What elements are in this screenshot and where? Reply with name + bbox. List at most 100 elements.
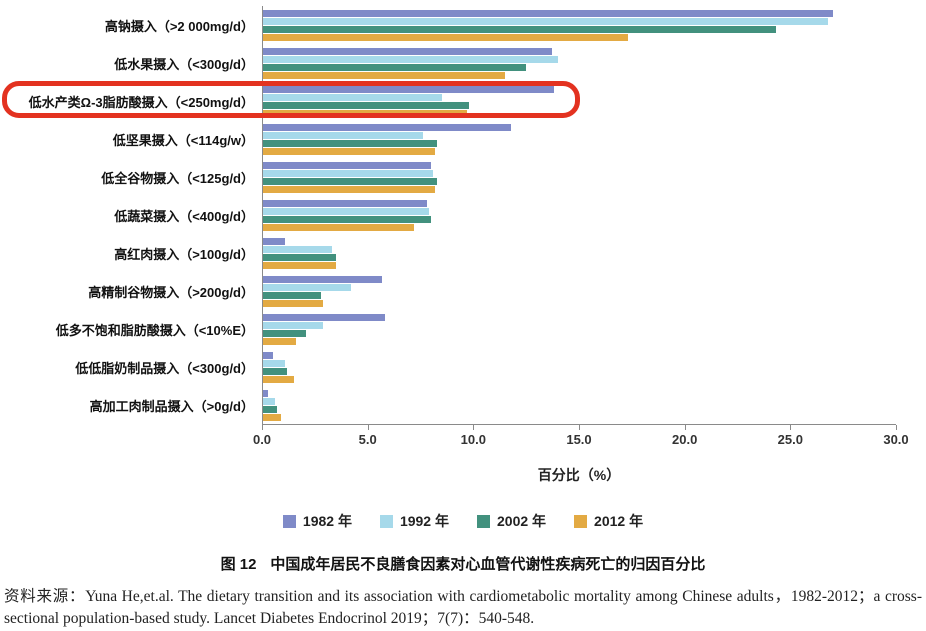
bar-1992年 xyxy=(262,207,429,215)
bar-2012年 xyxy=(262,413,282,421)
x-axis-label: 百分比（%） xyxy=(537,467,621,483)
legend-label: 1982 年 xyxy=(302,513,352,529)
chart-row: 低多不饱和脂肪酸摄入（<10%E） xyxy=(0,310,926,348)
x-tick-label: 5.0 xyxy=(358,432,377,447)
category-label: 低水果摄入（<300g/d） xyxy=(114,56,254,72)
bar-group xyxy=(262,348,896,386)
bar-2002年 xyxy=(262,177,438,185)
chart-row: 低水果摄入（<300g/d） xyxy=(0,44,926,82)
bar-group xyxy=(262,234,896,272)
x-tick-mark xyxy=(579,425,580,430)
caption-prefix: 图 12 xyxy=(220,556,257,573)
chart-row: 低蔬菜摄入（<400g/d） xyxy=(0,196,926,234)
legend-item: 2012 年 xyxy=(574,511,643,531)
bar-1982年 xyxy=(262,161,432,169)
bar-1982年 xyxy=(262,199,427,207)
bar-2002年 xyxy=(262,215,432,223)
bar-group xyxy=(262,6,896,44)
bar-1992年 xyxy=(262,359,286,367)
chart-row: 高红肉摄入（>100g/d） xyxy=(0,234,926,272)
x-tick-mark xyxy=(790,425,792,430)
legend-label: 1992 年 xyxy=(399,513,449,529)
bar-chart: 高钠摄入（>2 000mg/d） 低水果摄入（<300g/d） 低水产类Ω-3脂肪酸… xyxy=(0,6,926,483)
bar-2002年 xyxy=(262,25,776,33)
legend-item: 1992 年 xyxy=(379,511,449,531)
legend-item: 1982 年 xyxy=(282,511,352,531)
legend: 1982 年 1992 年 2002 年 2012 年 xyxy=(0,511,926,531)
category-label: 高精制谷物摄入（>200g/d） xyxy=(88,284,254,300)
bar-1992年 xyxy=(262,93,442,101)
x-tick-label: 25.0 xyxy=(777,432,803,447)
bar-2002年 xyxy=(262,63,527,71)
x-tick-label: 30.0 xyxy=(883,432,909,447)
figure-12: 高钠摄入（>2 000mg/d） 低水果摄入（<300g/d） 低水产类Ω-3脂肪酸… xyxy=(0,6,926,627)
bar-2012年 xyxy=(262,147,436,155)
bar-2012年 xyxy=(262,223,415,231)
x-tick-label: 10.0 xyxy=(460,432,486,447)
category-label: 低蔬菜摄入（<400g/d） xyxy=(114,208,254,224)
figure-caption: 图 12 中国成年居民不良膳食因素对心血管代谢性疾病死亡的归因百分比 xyxy=(0,553,926,574)
bar-1982年 xyxy=(262,85,554,93)
bar-1992年 xyxy=(262,283,351,291)
legend-label: 2012 年 xyxy=(594,513,644,529)
bar-group xyxy=(262,196,896,234)
bar-1992年 xyxy=(262,321,324,329)
bar-2012年 xyxy=(262,261,336,269)
legend-item: 2002 年 xyxy=(477,511,546,531)
bar-1982年 xyxy=(262,275,383,283)
bar-1992年 xyxy=(262,169,434,177)
category-label: 低水产类Ω-3脂肪酸摄入（<250mg/d） xyxy=(28,94,254,110)
category-label: 低多不饱和脂肪酸摄入（<10%E） xyxy=(55,322,254,338)
bar-group xyxy=(262,158,896,196)
bar-2012年 xyxy=(262,71,506,79)
bar-1992年 xyxy=(262,397,275,405)
chart-row: 高精制谷物摄入（>200g/d） xyxy=(0,272,926,310)
bar-1992年 xyxy=(262,17,829,25)
bar-1982年 xyxy=(262,47,552,55)
x-tick-label: 20.0 xyxy=(672,432,698,447)
bar-1992年 xyxy=(262,131,423,139)
category-label: 高红肉摄入（>100g/d） xyxy=(114,246,254,262)
bar-2002年 xyxy=(262,405,277,413)
bar-2002年 xyxy=(262,139,438,147)
chart-row: 高加工肉制品摄入（>0g/d） xyxy=(0,386,926,424)
bar-1982年 xyxy=(262,389,269,397)
chart-rows: 高钠摄入（>2 000mg/d） 低水果摄入（<300g/d） 低水产类Ω-3脂肪酸… xyxy=(0,6,926,424)
bar-1982年 xyxy=(262,313,385,321)
chart-row: 高钠摄入（>2 000mg/d） xyxy=(0,6,926,44)
bar-2012年 xyxy=(262,109,467,117)
bar-1982年 xyxy=(262,9,833,17)
legend-swatch xyxy=(477,514,490,528)
legend-swatch xyxy=(282,514,296,528)
bar-group xyxy=(262,310,896,348)
bar-2012年 xyxy=(262,299,324,307)
source-citation: 资料来源：Yuna He,et.al. The dietary transiti… xyxy=(4,588,922,628)
legend-swatch xyxy=(574,514,588,528)
y-axis-line xyxy=(262,6,263,424)
bar-group xyxy=(262,272,896,310)
bar-2002年 xyxy=(262,367,288,375)
category-label: 高加工肉制品摄入（>0g/d） xyxy=(89,398,254,414)
chart-row: 低低脂奶制品摄入（<300g/d） xyxy=(0,348,926,386)
legend-label: 2002 年 xyxy=(497,513,547,529)
bar-2012年 xyxy=(262,337,296,345)
bar-group xyxy=(262,44,896,82)
chart-row: 低全谷物摄入（<125g/d） xyxy=(0,158,926,196)
category-label: 高钠摄入（>2 000mg/d） xyxy=(104,18,254,34)
chart-row: 低坚果摄入（<114g/w） xyxy=(0,120,926,158)
bar-2002年 xyxy=(262,291,322,299)
x-tick-label: 15.0 xyxy=(566,432,592,447)
bar-group xyxy=(262,120,896,158)
bar-2012年 xyxy=(262,185,436,193)
x-tick-mark xyxy=(262,425,263,430)
category-label: 低低脂奶制品摄入（<300g/d） xyxy=(75,360,254,376)
bar-2002年 xyxy=(262,101,470,109)
bar-2002年 xyxy=(262,329,307,337)
bar-group xyxy=(262,82,896,120)
x-axis: 0.0 5.0 10.0 15.0 20.0 25.0 30.0 xyxy=(253,424,909,455)
category-label: 低坚果摄入（<114g/w） xyxy=(112,132,254,148)
x-tick-mark xyxy=(473,425,475,430)
category-label: 低全谷物摄入（<125g/d） xyxy=(101,170,254,186)
bar-2002年 xyxy=(262,253,336,261)
bar-1982年 xyxy=(262,237,286,245)
